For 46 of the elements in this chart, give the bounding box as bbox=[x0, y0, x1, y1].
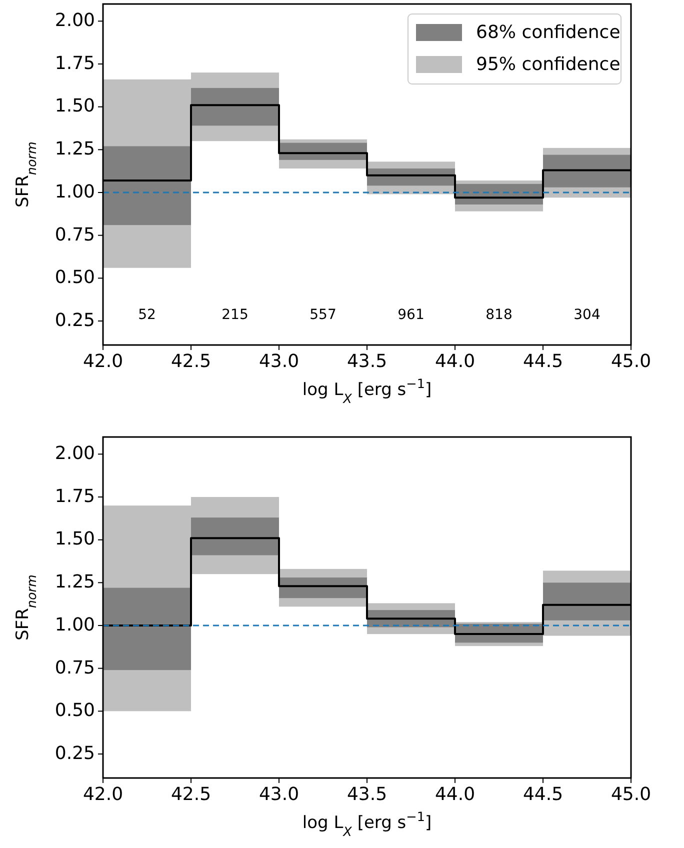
x-axis-title: log L$_{X}$ [erg s$^{−1}$] bbox=[302, 376, 432, 406]
x-tick-label: 45.0 bbox=[610, 784, 652, 805]
x-axis-title: log L$_{X}$ [erg s$^{−1}$] bbox=[302, 810, 432, 840]
y-tick-label: 1.25 bbox=[54, 138, 95, 160]
x-tick-label: 42.5 bbox=[170, 351, 212, 372]
x-tick-label: 43.5 bbox=[346, 784, 388, 805]
y-tick-label: 0.75 bbox=[54, 657, 95, 678]
y-tick-label: 1.75 bbox=[54, 486, 95, 507]
annotation: 818 bbox=[486, 306, 512, 323]
bar bbox=[191, 518, 279, 556]
y-tick-label: 2.00 bbox=[54, 443, 95, 464]
y-tick-label: 1.75 bbox=[54, 52, 95, 74]
y-tick-label: 1.50 bbox=[54, 528, 95, 550]
y-tick-label: 1.50 bbox=[54, 96, 95, 117]
y-tick-label: 1.00 bbox=[54, 614, 95, 636]
bar bbox=[543, 582, 631, 620]
x-tick-label: 44.5 bbox=[522, 784, 564, 805]
x-tick-label: 42.5 bbox=[170, 784, 212, 805]
bar bbox=[103, 588, 191, 670]
annotation: 52 bbox=[138, 306, 156, 323]
y-tick-label: 0.75 bbox=[54, 224, 95, 246]
x-tick-label: 44.5 bbox=[522, 351, 564, 372]
x-tick-label: 44.0 bbox=[434, 351, 476, 372]
x-tick-label: 45.0 bbox=[610, 351, 652, 372]
y-tick-label: 0.50 bbox=[54, 700, 95, 722]
x-tick-label: 42.0 bbox=[82, 784, 124, 805]
x-tick-label: 43.5 bbox=[346, 351, 388, 372]
y-tick-label: 0.25 bbox=[54, 742, 95, 764]
y-tick-label: 2.00 bbox=[54, 10, 95, 32]
annotation: 215 bbox=[222, 306, 248, 323]
x-tick-label: 42.0 bbox=[82, 351, 124, 372]
x-tick-label: 44.0 bbox=[434, 784, 476, 805]
y-tick-label: 0.25 bbox=[54, 310, 95, 331]
y-tick-label: 0.50 bbox=[54, 267, 95, 288]
bar bbox=[103, 146, 191, 226]
y-tick-label: 1.00 bbox=[54, 181, 95, 202]
annotation: 961 bbox=[398, 306, 424, 323]
annotation: 304 bbox=[574, 306, 600, 323]
annotation: 557 bbox=[310, 306, 336, 323]
x-tick-label: 43.0 bbox=[258, 784, 300, 805]
legend-label: 95% confidence bbox=[476, 54, 620, 75]
x-tick-label: 43.0 bbox=[258, 351, 300, 372]
y-tick-label: 1.25 bbox=[54, 572, 95, 593]
bar bbox=[543, 154, 631, 188]
bar bbox=[191, 88, 279, 126]
legend-label: 68% confidence bbox=[476, 22, 620, 43]
